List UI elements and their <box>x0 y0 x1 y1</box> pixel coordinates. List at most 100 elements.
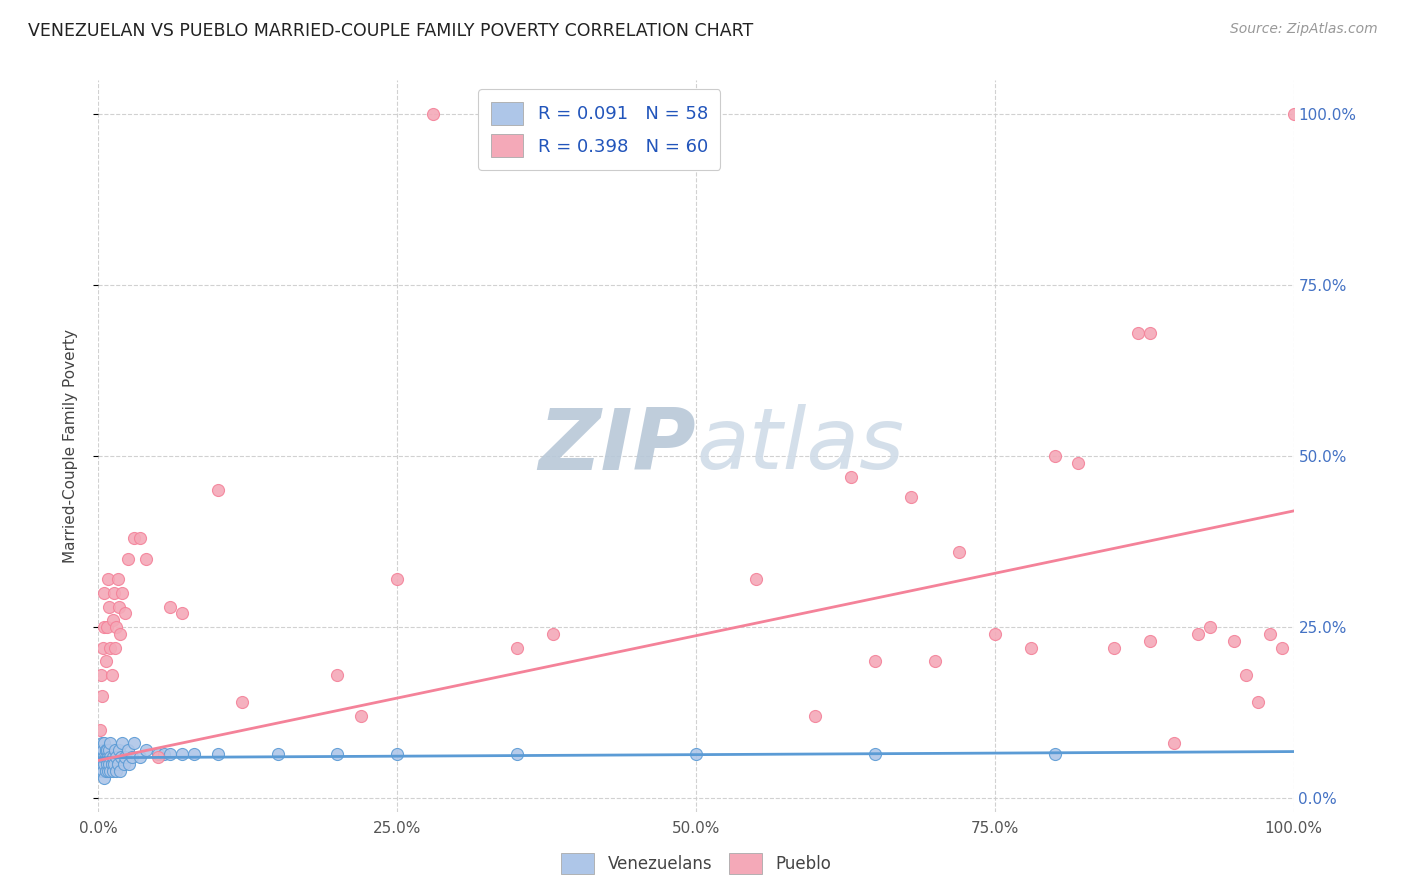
Point <box>153 747 176 761</box>
Point <box>1222 633 1246 648</box>
Point <box>91 736 114 750</box>
Point <box>105 620 128 634</box>
Point <box>108 764 131 778</box>
Point <box>111 586 134 600</box>
Point <box>159 747 181 761</box>
Text: VENEZUELAN VS PUEBLO MARRIED-COUPLE FAMILY POVERTY CORRELATION CHART: VENEZUELAN VS PUEBLO MARRIED-COUPLE FAMI… <box>28 22 754 40</box>
Point <box>326 668 349 682</box>
Point <box>1043 449 1066 463</box>
Point <box>91 640 114 655</box>
Point <box>1128 326 1150 341</box>
Point <box>1102 640 1125 655</box>
Point <box>1139 326 1161 341</box>
Point <box>135 551 157 566</box>
Point <box>1139 633 1161 648</box>
Point <box>91 689 114 703</box>
Point <box>385 747 409 761</box>
Point <box>90 764 112 778</box>
Point <box>98 764 122 778</box>
Point <box>422 107 444 121</box>
Point <box>96 743 118 757</box>
Point <box>135 743 157 757</box>
Point <box>1163 736 1185 750</box>
Point <box>91 750 114 764</box>
Point <box>93 771 115 785</box>
Point <box>148 747 170 761</box>
Point <box>103 756 125 771</box>
Point <box>114 750 136 764</box>
Point <box>107 743 129 757</box>
Point <box>97 764 120 778</box>
Point <box>94 750 117 764</box>
Point <box>804 709 827 723</box>
Point <box>105 750 128 764</box>
Point <box>207 747 229 761</box>
Point <box>97 572 120 586</box>
Text: ZIP: ZIP <box>538 404 696 488</box>
Point <box>93 736 115 750</box>
Point <box>117 743 139 757</box>
Point <box>1258 627 1281 641</box>
Point <box>98 743 121 757</box>
Point <box>111 736 134 750</box>
Point <box>948 545 970 559</box>
Point <box>93 750 115 764</box>
Point <box>101 764 124 778</box>
Y-axis label: Married-Couple Family Poverty: Married-Couple Family Poverty <box>63 329 77 563</box>
Point <box>100 668 122 682</box>
Point <box>96 756 118 771</box>
Point <box>114 607 136 621</box>
Point <box>103 586 125 600</box>
Point <box>91 743 114 757</box>
Point <box>98 750 122 764</box>
Point <box>107 599 129 614</box>
Point <box>108 627 131 641</box>
Text: atlas: atlas <box>696 404 904 488</box>
Point <box>93 620 115 634</box>
Point <box>118 756 141 771</box>
Point <box>385 572 409 586</box>
Point <box>104 743 127 757</box>
Point <box>91 750 114 764</box>
Point <box>745 572 768 586</box>
Point <box>1282 107 1305 121</box>
Point <box>129 531 152 545</box>
Point <box>172 607 194 621</box>
Point <box>93 586 115 600</box>
Point <box>107 756 129 771</box>
Point <box>98 736 122 750</box>
Point <box>91 756 114 771</box>
Point <box>121 750 143 764</box>
Point <box>107 572 129 586</box>
Point <box>100 756 122 771</box>
Point <box>105 764 128 778</box>
Point <box>1234 668 1257 682</box>
Point <box>117 551 139 566</box>
Point <box>841 469 863 483</box>
Point <box>104 640 127 655</box>
Point <box>159 599 181 614</box>
Point <box>1198 620 1220 634</box>
Point <box>984 627 1007 641</box>
Point <box>94 743 117 757</box>
Point <box>110 750 132 764</box>
Point <box>1187 627 1209 641</box>
Point <box>148 750 170 764</box>
Point <box>98 599 121 614</box>
Point <box>183 747 205 761</box>
Point <box>91 764 114 778</box>
Point <box>96 620 118 634</box>
Legend: Venezuelans, Pueblo: Venezuelans, Pueblo <box>554 847 838 880</box>
Point <box>90 668 112 682</box>
Point <box>129 750 152 764</box>
Point <box>207 483 229 498</box>
Point <box>98 756 121 771</box>
Point <box>541 627 564 641</box>
Point <box>124 531 146 545</box>
Point <box>900 490 922 504</box>
Point <box>1067 456 1090 470</box>
Point <box>326 747 349 761</box>
Point <box>101 613 124 627</box>
Point <box>89 750 111 764</box>
Point <box>1271 640 1294 655</box>
